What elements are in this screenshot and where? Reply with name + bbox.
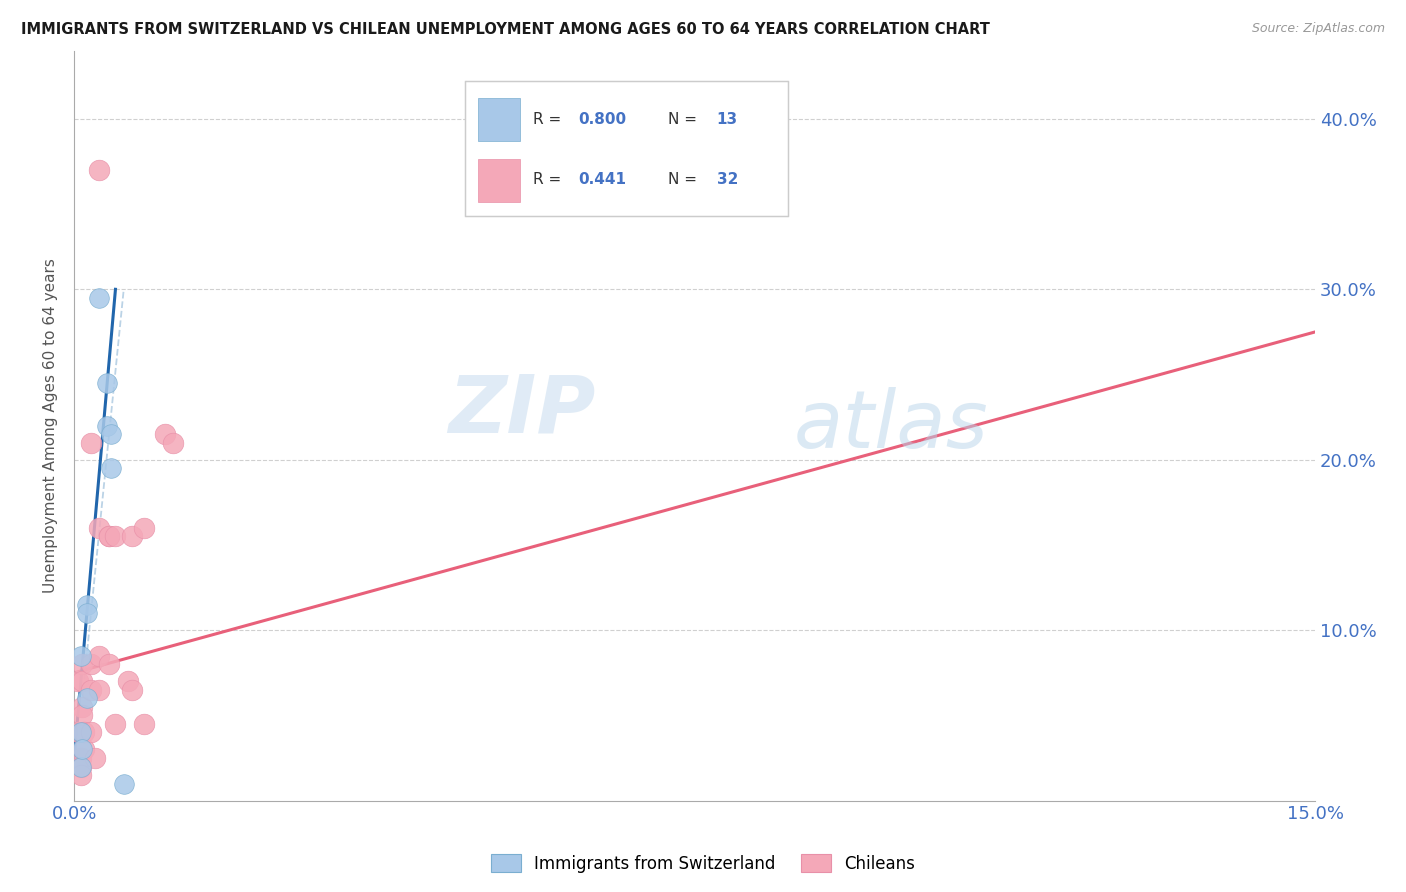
Point bbox=[69, 751, 91, 765]
Point bbox=[72, 708, 94, 723]
Point bbox=[112, 776, 135, 790]
Point bbox=[97, 529, 120, 543]
Point bbox=[73, 725, 96, 739]
Point bbox=[97, 529, 120, 543]
Point bbox=[79, 682, 101, 697]
Point bbox=[121, 682, 143, 697]
Point bbox=[104, 717, 127, 731]
Point bbox=[72, 742, 94, 756]
Point bbox=[79, 657, 101, 672]
Point bbox=[73, 742, 96, 756]
Point bbox=[76, 606, 98, 620]
Point bbox=[67, 725, 90, 739]
Point bbox=[76, 598, 98, 612]
Point bbox=[104, 529, 127, 543]
Point bbox=[79, 725, 101, 739]
Point bbox=[69, 759, 91, 773]
Point bbox=[87, 648, 110, 663]
Point bbox=[162, 435, 184, 450]
Point bbox=[100, 427, 122, 442]
Text: Source: ZipAtlas.com: Source: ZipAtlas.com bbox=[1251, 22, 1385, 36]
Point bbox=[83, 751, 105, 765]
Point bbox=[69, 725, 91, 739]
Text: atlas: atlas bbox=[794, 386, 988, 465]
Point bbox=[134, 521, 156, 535]
Point bbox=[76, 691, 98, 706]
Point bbox=[87, 682, 110, 697]
Point bbox=[153, 427, 176, 442]
Point bbox=[87, 291, 110, 305]
Point bbox=[97, 657, 120, 672]
Point bbox=[134, 717, 156, 731]
Point bbox=[79, 435, 101, 450]
Legend: Immigrants from Switzerland, Chileans: Immigrants from Switzerland, Chileans bbox=[485, 847, 921, 880]
Point bbox=[72, 657, 94, 672]
Point bbox=[117, 674, 139, 689]
Point bbox=[96, 376, 118, 390]
Point bbox=[72, 699, 94, 714]
Point bbox=[69, 759, 91, 773]
Point bbox=[69, 768, 91, 782]
Point bbox=[100, 461, 122, 475]
Point bbox=[96, 418, 118, 433]
Text: IMMIGRANTS FROM SWITZERLAND VS CHILEAN UNEMPLOYMENT AMONG AGES 60 TO 64 YEARS CO: IMMIGRANTS FROM SWITZERLAND VS CHILEAN U… bbox=[21, 22, 990, 37]
Point bbox=[121, 529, 143, 543]
Point bbox=[87, 163, 110, 178]
Point bbox=[72, 674, 94, 689]
Point bbox=[67, 674, 90, 689]
Y-axis label: Unemployment Among Ages 60 to 64 years: Unemployment Among Ages 60 to 64 years bbox=[44, 258, 58, 593]
Point bbox=[69, 648, 91, 663]
Point bbox=[87, 521, 110, 535]
Text: ZIP: ZIP bbox=[449, 372, 595, 450]
